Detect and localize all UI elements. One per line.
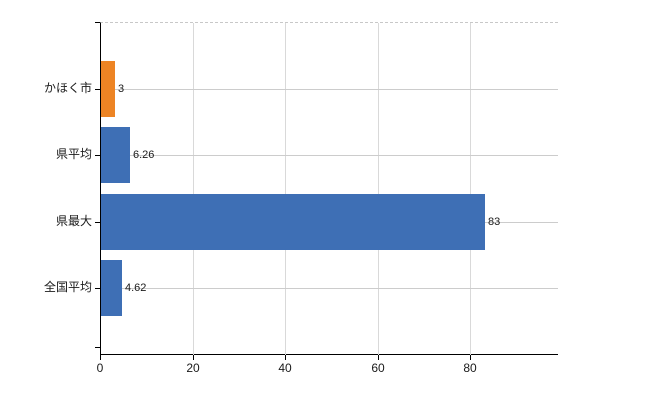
plot-area bbox=[100, 22, 558, 355]
bar bbox=[101, 260, 122, 316]
x-tick-label: 0 bbox=[96, 361, 104, 375]
x-axis-tick bbox=[378, 355, 379, 360]
x-tick-label: 60 bbox=[371, 361, 385, 375]
y-axis-tick bbox=[95, 222, 100, 223]
bar bbox=[101, 127, 130, 183]
y-axis-tick bbox=[95, 89, 100, 90]
x-axis-tick bbox=[100, 355, 101, 360]
x-gridline bbox=[285, 23, 286, 355]
bar-value-label: 83 bbox=[488, 216, 501, 228]
y-axis-tick bbox=[95, 288, 100, 289]
category-gridline bbox=[101, 89, 558, 90]
bar bbox=[101, 194, 485, 250]
x-axis-tick bbox=[470, 355, 471, 360]
bar-value-label: 3 bbox=[118, 83, 125, 95]
category-label: 全国平均 bbox=[43, 280, 92, 294]
category-label: かほく市 bbox=[43, 81, 92, 95]
y-axis-tick bbox=[95, 155, 100, 156]
x-axis-tick bbox=[285, 355, 286, 360]
bar bbox=[101, 61, 115, 117]
category-gridline bbox=[101, 288, 558, 289]
category-label: 県平均 bbox=[55, 147, 92, 161]
category-gridline bbox=[101, 155, 558, 156]
y-axis-end-tick bbox=[95, 347, 100, 348]
bar-value-label: 6.26 bbox=[133, 149, 155, 161]
bar-value-label: 4.62 bbox=[125, 282, 147, 294]
y-axis-end-tick bbox=[95, 22, 100, 23]
category-label: 県最大 bbox=[55, 214, 92, 228]
x-tick-label: 80 bbox=[463, 361, 477, 375]
x-gridline bbox=[193, 23, 194, 355]
x-gridline bbox=[470, 23, 471, 355]
x-axis-tick bbox=[193, 355, 194, 360]
x-tick-label: 40 bbox=[278, 361, 292, 375]
x-gridline bbox=[378, 23, 379, 355]
x-tick-label: 20 bbox=[186, 361, 200, 375]
